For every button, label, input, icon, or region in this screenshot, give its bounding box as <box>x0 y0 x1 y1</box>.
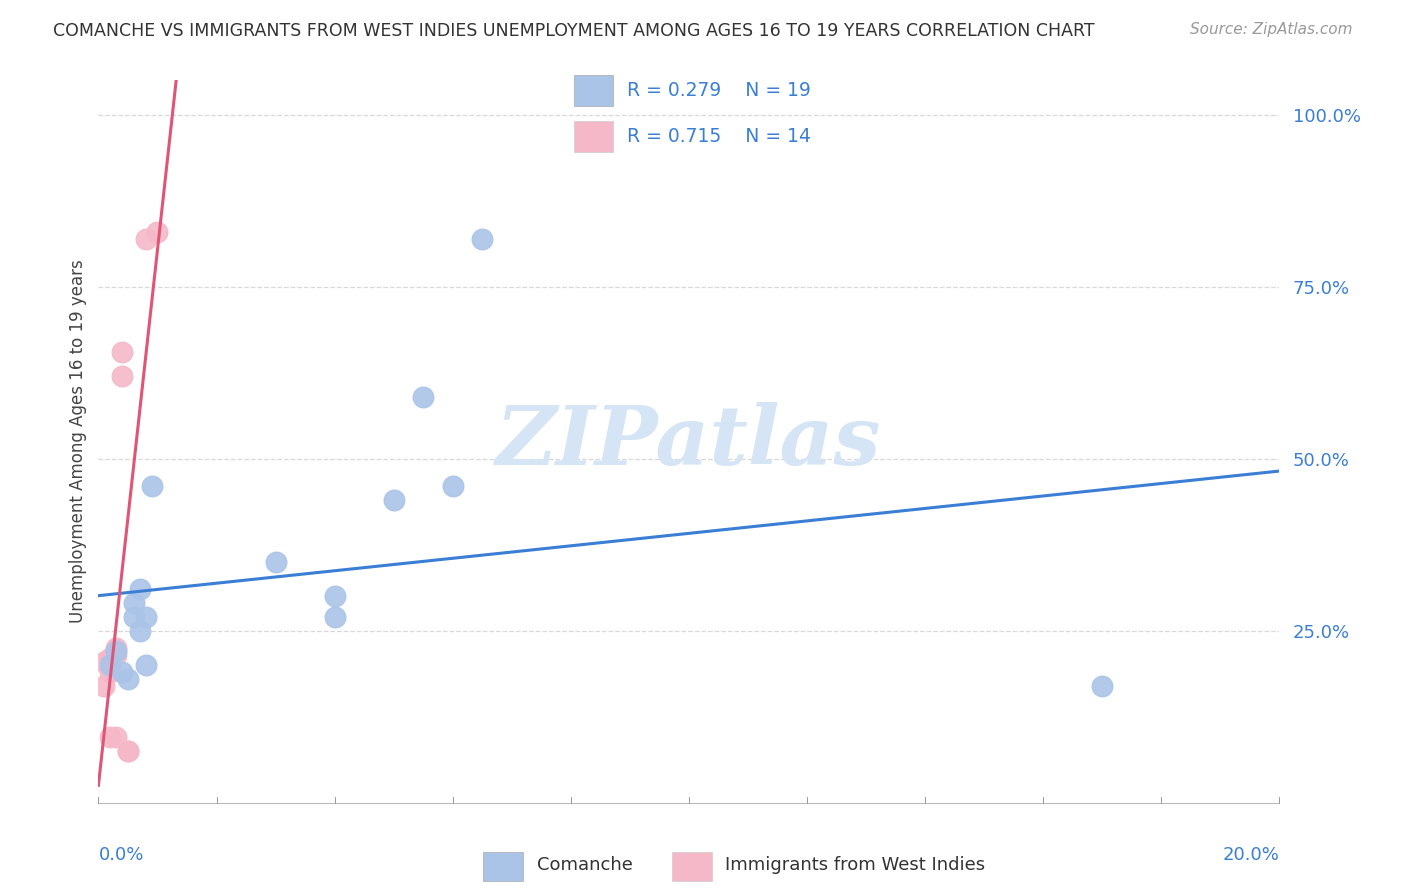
Text: COMANCHE VS IMMIGRANTS FROM WEST INDIES UNEMPLOYMENT AMONG AGES 16 TO 19 YEARS C: COMANCHE VS IMMIGRANTS FROM WEST INDIES … <box>53 22 1095 40</box>
Text: ZIPatlas: ZIPatlas <box>496 401 882 482</box>
Point <box>264 555 287 569</box>
Point <box>111 665 134 679</box>
Point <box>323 590 346 604</box>
Point <box>122 610 145 624</box>
Text: Comanche: Comanche <box>537 856 633 874</box>
Point <box>382 493 405 508</box>
Point <box>105 731 128 745</box>
FancyBboxPatch shape <box>574 121 613 152</box>
Point <box>122 596 145 610</box>
Point <box>471 231 494 245</box>
Point <box>441 479 464 493</box>
Point <box>105 640 128 655</box>
Point <box>98 651 121 665</box>
Point <box>323 610 346 624</box>
Text: R = 0.715    N = 14: R = 0.715 N = 14 <box>627 127 811 145</box>
Point <box>105 648 128 662</box>
Point <box>128 624 150 638</box>
Point <box>93 679 115 693</box>
Point <box>111 345 134 359</box>
Point <box>93 655 115 669</box>
Point <box>98 665 121 679</box>
FancyBboxPatch shape <box>574 75 613 105</box>
Y-axis label: Unemployment Among Ages 16 to 19 years: Unemployment Among Ages 16 to 19 years <box>69 260 87 624</box>
Text: R = 0.279    N = 19: R = 0.279 N = 19 <box>627 80 811 100</box>
Point <box>98 658 121 673</box>
Point <box>135 658 157 673</box>
Text: 20.0%: 20.0% <box>1223 847 1279 864</box>
Point <box>117 744 139 758</box>
FancyBboxPatch shape <box>672 852 711 881</box>
Text: Immigrants from West Indies: Immigrants from West Indies <box>725 856 986 874</box>
Point <box>412 390 434 404</box>
Point <box>128 582 150 597</box>
Point <box>141 479 163 493</box>
Point <box>98 731 121 745</box>
FancyBboxPatch shape <box>482 852 523 881</box>
Point <box>135 610 157 624</box>
Point <box>135 231 157 245</box>
Point <box>1091 679 1114 693</box>
Point <box>105 644 128 658</box>
Point <box>117 672 139 686</box>
Point <box>146 225 169 239</box>
Point <box>111 369 134 384</box>
Text: Source: ZipAtlas.com: Source: ZipAtlas.com <box>1189 22 1353 37</box>
Text: 0.0%: 0.0% <box>98 847 143 864</box>
Point <box>117 744 139 758</box>
